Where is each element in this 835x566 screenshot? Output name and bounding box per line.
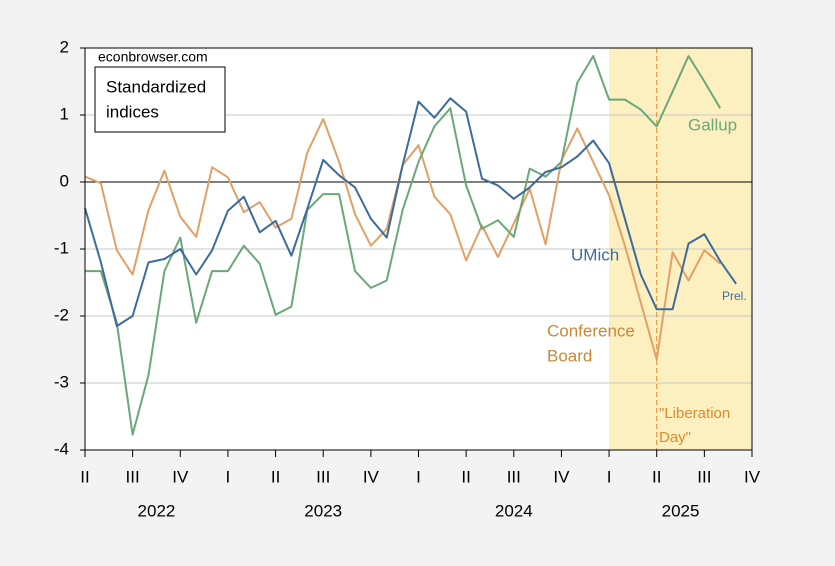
annotation: Conference [547, 321, 635, 340]
y-tick-label: -3 [54, 372, 69, 391]
y-tick-label: -1 [54, 238, 69, 257]
x-tick-label: III [316, 467, 330, 486]
x-tick-label: IV [363, 467, 380, 486]
x-tick-label: IV [553, 467, 570, 486]
year-label: 2023 [304, 501, 342, 520]
y-tick-label: 0 [60, 171, 69, 190]
annotation: UMich [571, 245, 619, 264]
y-tick-label: -4 [54, 439, 69, 458]
annotation: "Liberation [659, 405, 730, 422]
y-tick-label: 2 [60, 37, 69, 56]
x-tick-label: I [226, 467, 231, 486]
x-tick-label: IV [172, 467, 189, 486]
x-tick-label: III [697, 467, 711, 486]
year-label: 2022 [138, 501, 176, 520]
annotation: Prel. [722, 289, 747, 303]
x-tick-label: III [507, 467, 521, 486]
series-line [85, 55, 722, 436]
x-tick-label: IV [744, 467, 761, 486]
y-tick-label: 1 [60, 104, 69, 123]
chart-title: Standardized [106, 77, 206, 96]
x-tick-label: II [461, 467, 470, 486]
x-tick-label: I [607, 467, 612, 486]
annotation: Day" [659, 429, 691, 446]
chart-title: indices [106, 102, 159, 121]
annotation: Board [547, 346, 592, 365]
year-label: 2025 [662, 501, 700, 520]
year-label: 2024 [495, 501, 533, 520]
x-tick-label: I [416, 467, 421, 486]
annotation: Gallup [688, 115, 737, 134]
title-box [94, 66, 226, 133]
x-tick-label: II [652, 467, 661, 486]
x-tick-label: II [80, 467, 89, 486]
y-tick-label: -2 [54, 305, 69, 324]
x-tick-label: III [126, 467, 140, 486]
plot-frame [84, 47, 753, 451]
source-label: econbrowser.com [98, 49, 208, 65]
series-line [84, 97, 737, 328]
x-tick-label: II [271, 467, 280, 486]
